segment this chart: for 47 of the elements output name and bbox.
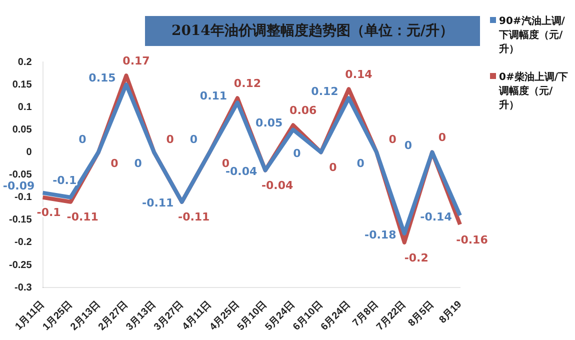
data-label: -0.1 [36,206,61,220]
data-label: 0 [134,157,142,170]
x-tick-label: 8月19 [437,298,464,326]
data-label: 0 [293,147,302,160]
data-label: 0.05 [256,116,283,130]
data-label: 0.14 [345,68,373,81]
data-label: -0.11 [142,196,174,210]
data-label: -0.1 [52,174,77,188]
data-label: 0.12 [234,76,262,90]
data-label: 0.15 [88,71,116,84]
legend-label: 90#汽油上调/下调幅度（元/升） [499,14,566,56]
data-label: 0.12 [311,84,338,98]
y-tick-label: -0.25 [8,260,32,271]
data-label: 0 [166,133,174,146]
y-tick-label: 0.2 [18,56,32,68]
data-label: -0.18 [364,228,396,242]
y-tick-label: 0.05 [12,124,32,136]
data-label: 0 [356,157,365,170]
y-tick-label: -0.15 [8,214,32,226]
y-tick-label: -0.05 [8,170,32,181]
data-label: 0.11 [200,89,228,102]
data-label: 0 [404,139,412,152]
data-label: -0.04 [261,179,294,192]
data-label: 0 [222,157,230,170]
data-label: -0.16 [456,233,488,246]
data-label: 0 [110,157,119,170]
data-label: 0.17 [122,54,150,68]
y-tick-label: 0.1 [18,102,32,113]
y-tick-label: -0.1 [14,192,32,204]
y-tick-label: 0.15 [12,79,32,90]
y-tick-label: -0.2 [14,237,32,248]
y-tick-label: -0.3 [14,282,32,294]
y-tick-label: 0 [26,146,32,158]
data-label: 0 [438,131,446,144]
data-label: -0.09 [2,180,35,193]
x-tick-label: 8月5日 [406,299,436,329]
data-label: -0.2 [404,251,428,264]
data-label: -0.11 [178,210,210,224]
data-label: 0 [78,133,87,146]
data-label: 0 [329,161,338,174]
data-label: -0.11 [66,210,98,224]
data-label: 0 [190,133,198,146]
chart-title: 2014年油价调整幅度趋势图（单位：元/升） [145,16,480,46]
data-label: 0 [388,133,397,146]
data-label: 0.06 [290,104,318,118]
data-label: -0.14 [420,210,452,224]
legend-label: 0#柴油上调/下调幅度（元/升） [499,70,569,112]
